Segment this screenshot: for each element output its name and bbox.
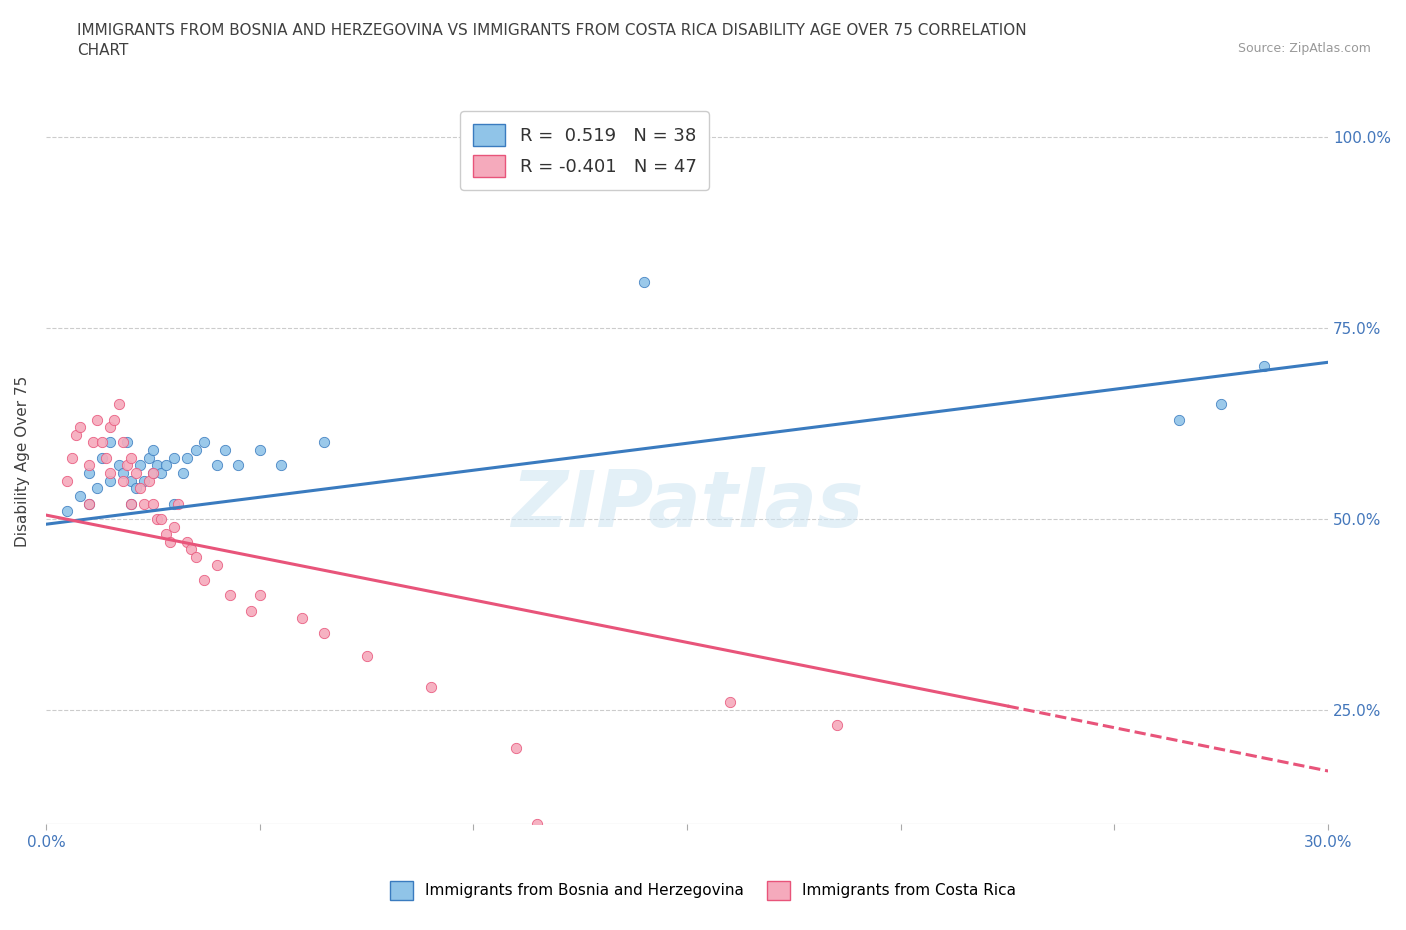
Point	[163, 497, 186, 512]
Point	[505, 740, 527, 755]
Point	[94, 450, 117, 465]
Point	[193, 573, 215, 588]
Point	[142, 466, 165, 481]
Point	[633, 274, 655, 289]
Point	[312, 626, 335, 641]
Point	[98, 473, 121, 488]
Point	[155, 458, 177, 472]
Point	[146, 458, 169, 472]
Point	[180, 542, 202, 557]
Point	[205, 458, 228, 472]
Point	[111, 435, 134, 450]
Point	[125, 466, 148, 481]
Point	[176, 450, 198, 465]
Point	[249, 443, 271, 458]
Point	[111, 466, 134, 481]
Point	[86, 481, 108, 496]
Point	[419, 680, 441, 695]
Point	[155, 526, 177, 541]
Point	[134, 473, 156, 488]
Point	[146, 512, 169, 526]
Point	[184, 550, 207, 565]
Point	[312, 435, 335, 450]
Point	[167, 497, 190, 512]
Point	[150, 512, 173, 526]
Point	[69, 488, 91, 503]
Point	[176, 535, 198, 550]
Point	[98, 419, 121, 434]
Point	[107, 397, 129, 412]
Point	[1167, 412, 1189, 427]
Point	[142, 443, 165, 458]
Y-axis label: Disability Age Over 75: Disability Age Over 75	[15, 376, 30, 547]
Point	[56, 504, 79, 519]
Text: IMMIGRANTS FROM BOSNIA AND HERZEGOVINA VS IMMIGRANTS FROM COSTA RICA DISABILITY : IMMIGRANTS FROM BOSNIA AND HERZEGOVINA V…	[77, 23, 1026, 58]
Point	[249, 588, 271, 603]
Point	[218, 588, 240, 603]
Legend: R =  0.519   N = 38, R = -0.401   N = 47: R = 0.519 N = 38, R = -0.401 N = 47	[460, 112, 709, 190]
Point	[138, 473, 160, 488]
Point	[129, 481, 152, 496]
Point	[98, 466, 121, 481]
Point	[90, 450, 112, 465]
Text: ZIPatlas: ZIPatlas	[510, 467, 863, 543]
Point	[291, 611, 314, 626]
Point	[60, 450, 83, 465]
Point	[270, 458, 292, 472]
Point	[120, 497, 142, 512]
Legend: Immigrants from Bosnia and Herzegovina, Immigrants from Costa Rica: Immigrants from Bosnia and Herzegovina, …	[384, 875, 1022, 906]
Point	[214, 443, 236, 458]
Point	[163, 450, 186, 465]
Point	[86, 412, 108, 427]
Point	[205, 557, 228, 572]
Point	[125, 481, 148, 496]
Point	[184, 443, 207, 458]
Point	[356, 649, 378, 664]
Point	[120, 450, 142, 465]
Point	[115, 435, 138, 450]
Point	[77, 458, 100, 472]
Point	[77, 497, 100, 512]
Point	[1211, 397, 1233, 412]
Point	[115, 458, 138, 472]
Point	[82, 435, 104, 450]
Point	[150, 466, 173, 481]
Point	[159, 535, 181, 550]
Point	[138, 450, 160, 465]
Point	[120, 497, 142, 512]
Point	[825, 718, 848, 733]
Point	[107, 458, 129, 472]
Point	[172, 466, 194, 481]
Point	[65, 428, 87, 443]
Point	[111, 473, 134, 488]
Point	[56, 473, 79, 488]
Point	[77, 497, 100, 512]
Point	[718, 695, 741, 710]
Point	[142, 497, 165, 512]
Point	[526, 817, 548, 832]
Text: Source: ZipAtlas.com: Source: ZipAtlas.com	[1237, 42, 1371, 55]
Point	[69, 419, 91, 434]
Point	[193, 435, 215, 450]
Point	[240, 604, 263, 618]
Point	[129, 458, 152, 472]
Point	[103, 412, 125, 427]
Point	[134, 497, 156, 512]
Point	[98, 435, 121, 450]
Point	[163, 519, 186, 534]
Point	[142, 466, 165, 481]
Point	[226, 458, 249, 472]
Point	[77, 466, 100, 481]
Point	[90, 435, 112, 450]
Point	[1253, 359, 1275, 374]
Point	[120, 473, 142, 488]
